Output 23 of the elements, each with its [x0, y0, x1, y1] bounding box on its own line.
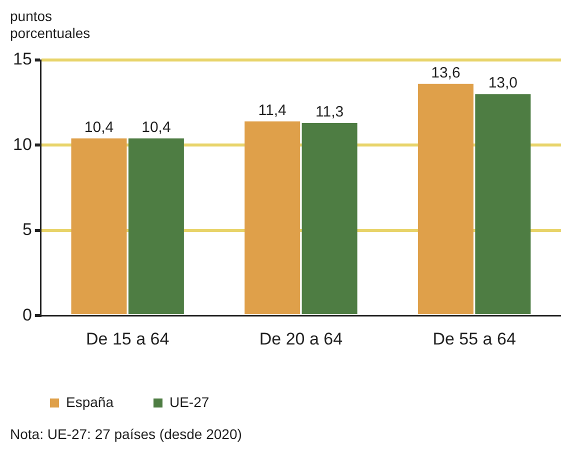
y-tick-label: 15	[12, 50, 32, 69]
data-label: 11,4	[258, 102, 286, 119]
data-label: 10,4	[84, 119, 114, 136]
x-tick-label: De 55 a 64	[432, 329, 516, 348]
legend-label: España	[66, 394, 114, 410]
y-tick-label: 0	[22, 305, 32, 324]
x-tick-label: De 15 a 64	[86, 329, 170, 348]
bar	[475, 94, 531, 314]
bar	[128, 138, 184, 314]
bar	[71, 138, 127, 314]
bar	[418, 84, 474, 314]
text: Nota: UE-27: 27 países (desde 2020)	[10, 426, 242, 442]
bar	[302, 123, 358, 314]
y-tick-label: 10	[12, 134, 32, 154]
bar	[244, 121, 300, 314]
data-label: 10,4	[142, 119, 171, 136]
y-axis-title: puntos porcentuales	[10, 8, 90, 41]
legend-label: UE-27	[169, 394, 210, 410]
data-label: 13,0	[488, 74, 518, 92]
x-tick-label: De 20 a 64	[259, 329, 343, 348]
data-label: 11,3	[316, 104, 344, 121]
data-label: 13,6	[431, 64, 460, 82]
y-tick-label: 5	[22, 220, 32, 240]
